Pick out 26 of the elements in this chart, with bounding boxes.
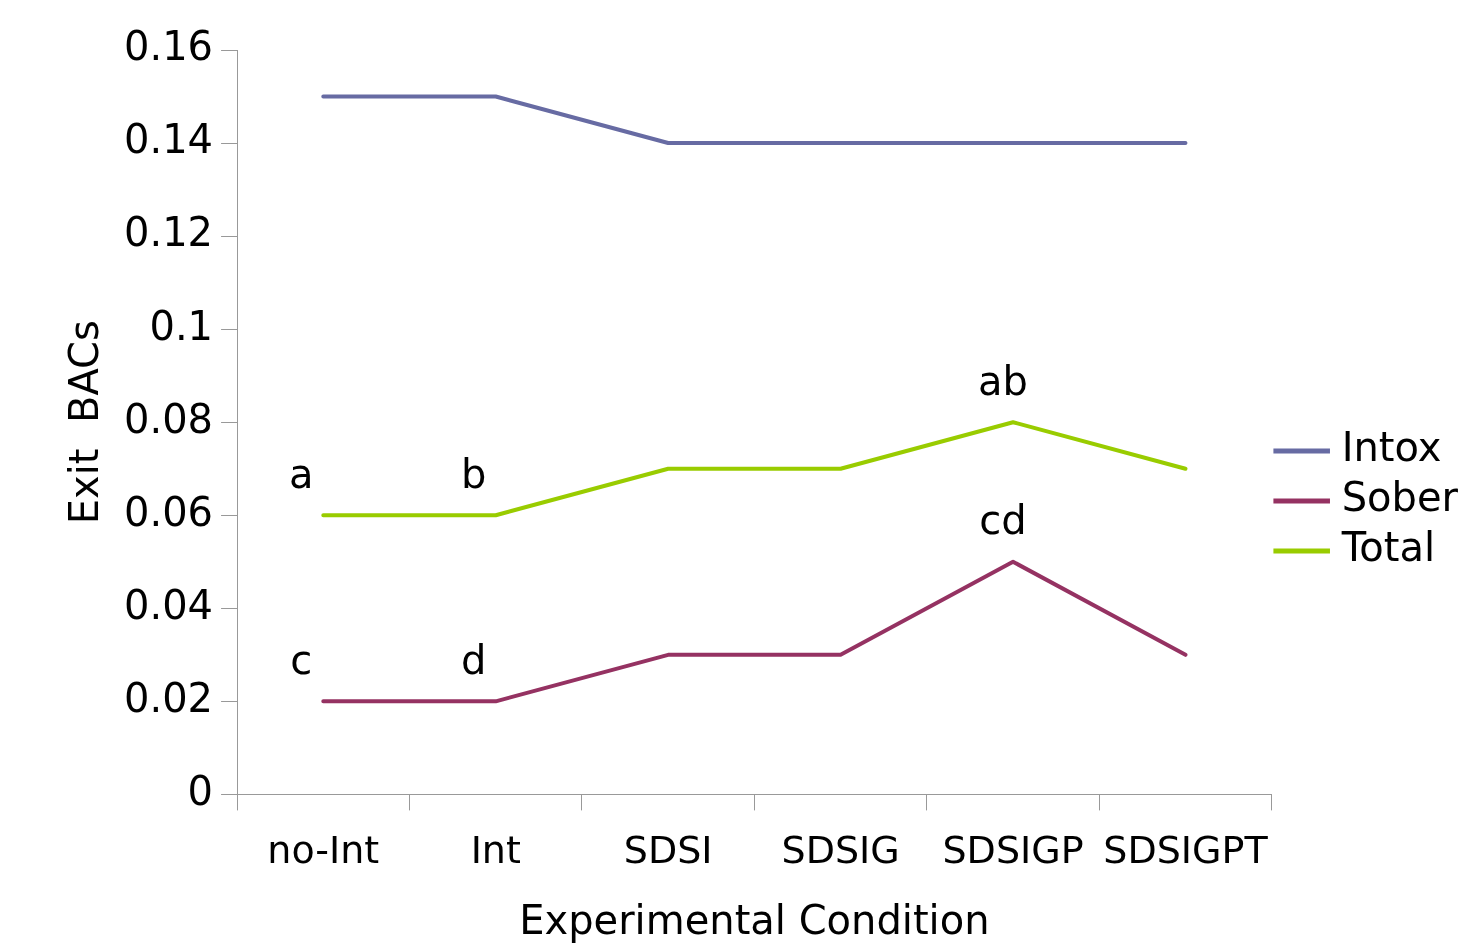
x-tick-label: SDSI	[623, 828, 713, 873]
y-tick-label: 0.06	[124, 488, 214, 535]
x-tick-label: Int	[470, 828, 521, 873]
legend-label: Total	[1340, 524, 1436, 571]
annotation: ab	[978, 357, 1028, 404]
annotation: d	[461, 636, 487, 683]
x-tick-label: SDSIGP	[942, 828, 1084, 873]
legend-label: Sober	[1341, 474, 1459, 521]
annotation: b	[461, 450, 487, 497]
y-tick-label: 0.16	[124, 23, 214, 70]
annotation: cd	[979, 497, 1027, 544]
y-tick-label: 0.08	[124, 395, 214, 442]
y-tick-label: 0.04	[124, 581, 214, 628]
y-tick-label: 0.1	[149, 302, 214, 349]
y-axis-title: Exit BACs	[61, 320, 108, 525]
x-axis-title: Experimental Condition	[519, 897, 990, 944]
x-tick-label: SDSIG	[781, 828, 900, 873]
x-tick-label: no-Int	[267, 828, 380, 873]
y-tick-label: 0.02	[124, 674, 214, 721]
annotation: c	[290, 636, 313, 683]
y-tick-label: 0	[187, 767, 214, 814]
legend-label: Intox	[1341, 424, 1442, 471]
annotation: a	[289, 450, 314, 497]
y-tick-label: 0.12	[124, 209, 214, 256]
y-tick-label: 0.14	[124, 116, 214, 163]
x-tick-label: SDSIGPT	[1103, 828, 1269, 873]
